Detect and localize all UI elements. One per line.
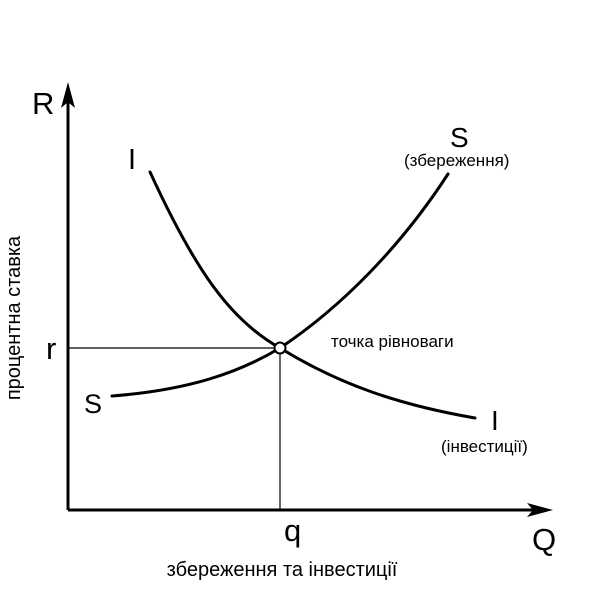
investment-label-bottom: I: [491, 405, 499, 436]
x-axis-letter: Q: [532, 522, 556, 557]
y-axis-letter: R: [32, 86, 54, 121]
y-axis-title: процентна ставка: [3, 235, 25, 400]
x-axis-arrow: [527, 503, 553, 517]
y-axis-arrow: [61, 82, 75, 108]
investment-caption: (інвестиції): [441, 437, 528, 456]
equilibrium-label: точка рівноваги: [331, 332, 454, 351]
q-tick-label: q: [284, 513, 301, 548]
r-tick-label: r: [46, 331, 56, 366]
savings-caption: (збереження): [404, 151, 509, 170]
investment-label-top: I: [128, 144, 136, 176]
savings-label-top: S: [450, 122, 469, 153]
equilibrium-point: [273, 341, 287, 355]
savings-label-bottom: S: [84, 389, 102, 419]
x-axis-title: збереження та інвестиції: [167, 559, 398, 581]
